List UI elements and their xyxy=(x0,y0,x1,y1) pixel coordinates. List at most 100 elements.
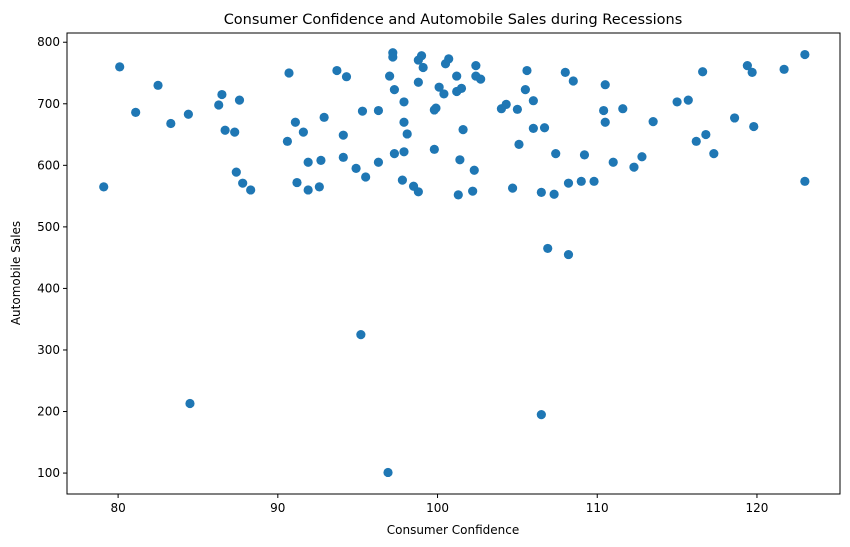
scatter-point xyxy=(429,144,439,154)
scatter-point xyxy=(536,187,546,198)
scatter-point xyxy=(560,67,570,77)
scatter-point xyxy=(153,80,163,90)
y-tick-label: 500 xyxy=(37,220,60,234)
scatter-point xyxy=(800,49,810,60)
scatter-point xyxy=(456,83,467,93)
scatter-point xyxy=(800,176,810,186)
scatter-point xyxy=(290,117,300,127)
y-tick-label: 400 xyxy=(37,281,60,295)
scatter-point xyxy=(747,67,757,77)
scatter-point xyxy=(749,121,759,132)
scatter-point xyxy=(383,467,393,478)
scatter-point xyxy=(303,157,313,167)
scatter-point xyxy=(389,149,400,159)
scatter-point xyxy=(507,183,518,193)
scatter-point xyxy=(284,68,294,78)
scatter-point xyxy=(608,157,618,167)
chart-title: Consumer Confidence and Automobile Sales… xyxy=(224,12,683,28)
scatter-point xyxy=(361,172,371,182)
scatter-point xyxy=(431,103,441,113)
scatter-point xyxy=(618,104,628,114)
scatter-point xyxy=(701,129,711,140)
scatter-point xyxy=(469,165,479,175)
scatter-point xyxy=(385,71,395,81)
scatter-point xyxy=(453,190,463,200)
scatter-point xyxy=(683,95,693,105)
scatter-point xyxy=(520,85,530,95)
scatter-point xyxy=(579,150,590,160)
scatter-point xyxy=(709,149,719,159)
y-tick-label: 100 xyxy=(37,466,60,480)
scatter-point xyxy=(543,243,553,254)
scatter-point xyxy=(298,127,308,137)
scatter-point xyxy=(455,155,465,165)
scatter-point xyxy=(476,74,486,84)
scatter-point xyxy=(501,99,511,109)
scatter-point xyxy=(551,149,561,159)
x-tick-label: 80 xyxy=(110,501,125,515)
scatter-point xyxy=(332,65,342,76)
scatter-point xyxy=(319,112,329,122)
scatter-point xyxy=(522,65,532,76)
scatter-point xyxy=(373,105,384,116)
scatter-point xyxy=(185,398,195,409)
scatter-point xyxy=(246,185,256,195)
scatter-point xyxy=(402,129,412,139)
scatter-point xyxy=(468,186,478,196)
scatter-point xyxy=(413,187,423,197)
scatter-point xyxy=(316,155,326,166)
scatter-point xyxy=(357,106,368,116)
scatter-point xyxy=(549,189,559,199)
data-points xyxy=(99,48,810,478)
y-tick-label: 700 xyxy=(37,97,60,111)
scatter-point xyxy=(576,176,586,186)
scatter-point xyxy=(444,54,454,64)
scatter-point xyxy=(399,117,409,127)
scatter-point xyxy=(563,178,574,188)
scatter-point xyxy=(214,100,224,110)
scatter-point xyxy=(458,125,468,135)
scatter-point xyxy=(648,117,658,127)
scatter-point xyxy=(471,61,481,71)
scatter-point xyxy=(131,107,141,117)
x-tick-label: 110 xyxy=(586,501,609,515)
x-tick-label: 90 xyxy=(270,501,285,515)
y-tick-label: 600 xyxy=(37,158,60,172)
scatter-point xyxy=(563,249,574,260)
scatter-point xyxy=(397,175,407,185)
scatter-point xyxy=(115,62,125,72)
scatter-point xyxy=(183,109,193,119)
scatter-point xyxy=(373,157,384,167)
scatter-point xyxy=(637,152,647,162)
scatter-point xyxy=(351,163,361,174)
scatter-point xyxy=(166,118,176,129)
scatter-point xyxy=(512,104,522,114)
scatter-point xyxy=(416,51,427,61)
scatter-point xyxy=(303,185,313,195)
scatter-point xyxy=(568,76,578,86)
y-tick-label: 300 xyxy=(37,343,60,357)
x-tick-label: 120 xyxy=(745,501,768,515)
plot-frame xyxy=(66,32,841,495)
scatter-point xyxy=(599,105,609,116)
scatter-point xyxy=(729,113,740,123)
scatter-point xyxy=(539,123,550,133)
x-axis-ticks: 80 90 100 110 120 xyxy=(110,494,768,515)
scatter-point xyxy=(292,177,302,188)
scatter-point xyxy=(99,182,109,192)
y-axis-ticks: 100 200 300 400 500 600 700 800 xyxy=(37,35,67,480)
scatter-point xyxy=(418,62,428,73)
scatter-point xyxy=(399,147,409,157)
scatter-point xyxy=(600,80,610,90)
scatter-point xyxy=(314,182,324,192)
scatter-point xyxy=(220,125,230,135)
scatter-point xyxy=(282,136,293,146)
scatter-point xyxy=(589,176,599,186)
scatter-point xyxy=(338,130,348,140)
x-tick-label: 100 xyxy=(426,501,449,515)
scatter-point xyxy=(341,72,352,82)
scatter-point xyxy=(413,77,423,87)
y-tick-label: 200 xyxy=(37,405,60,419)
